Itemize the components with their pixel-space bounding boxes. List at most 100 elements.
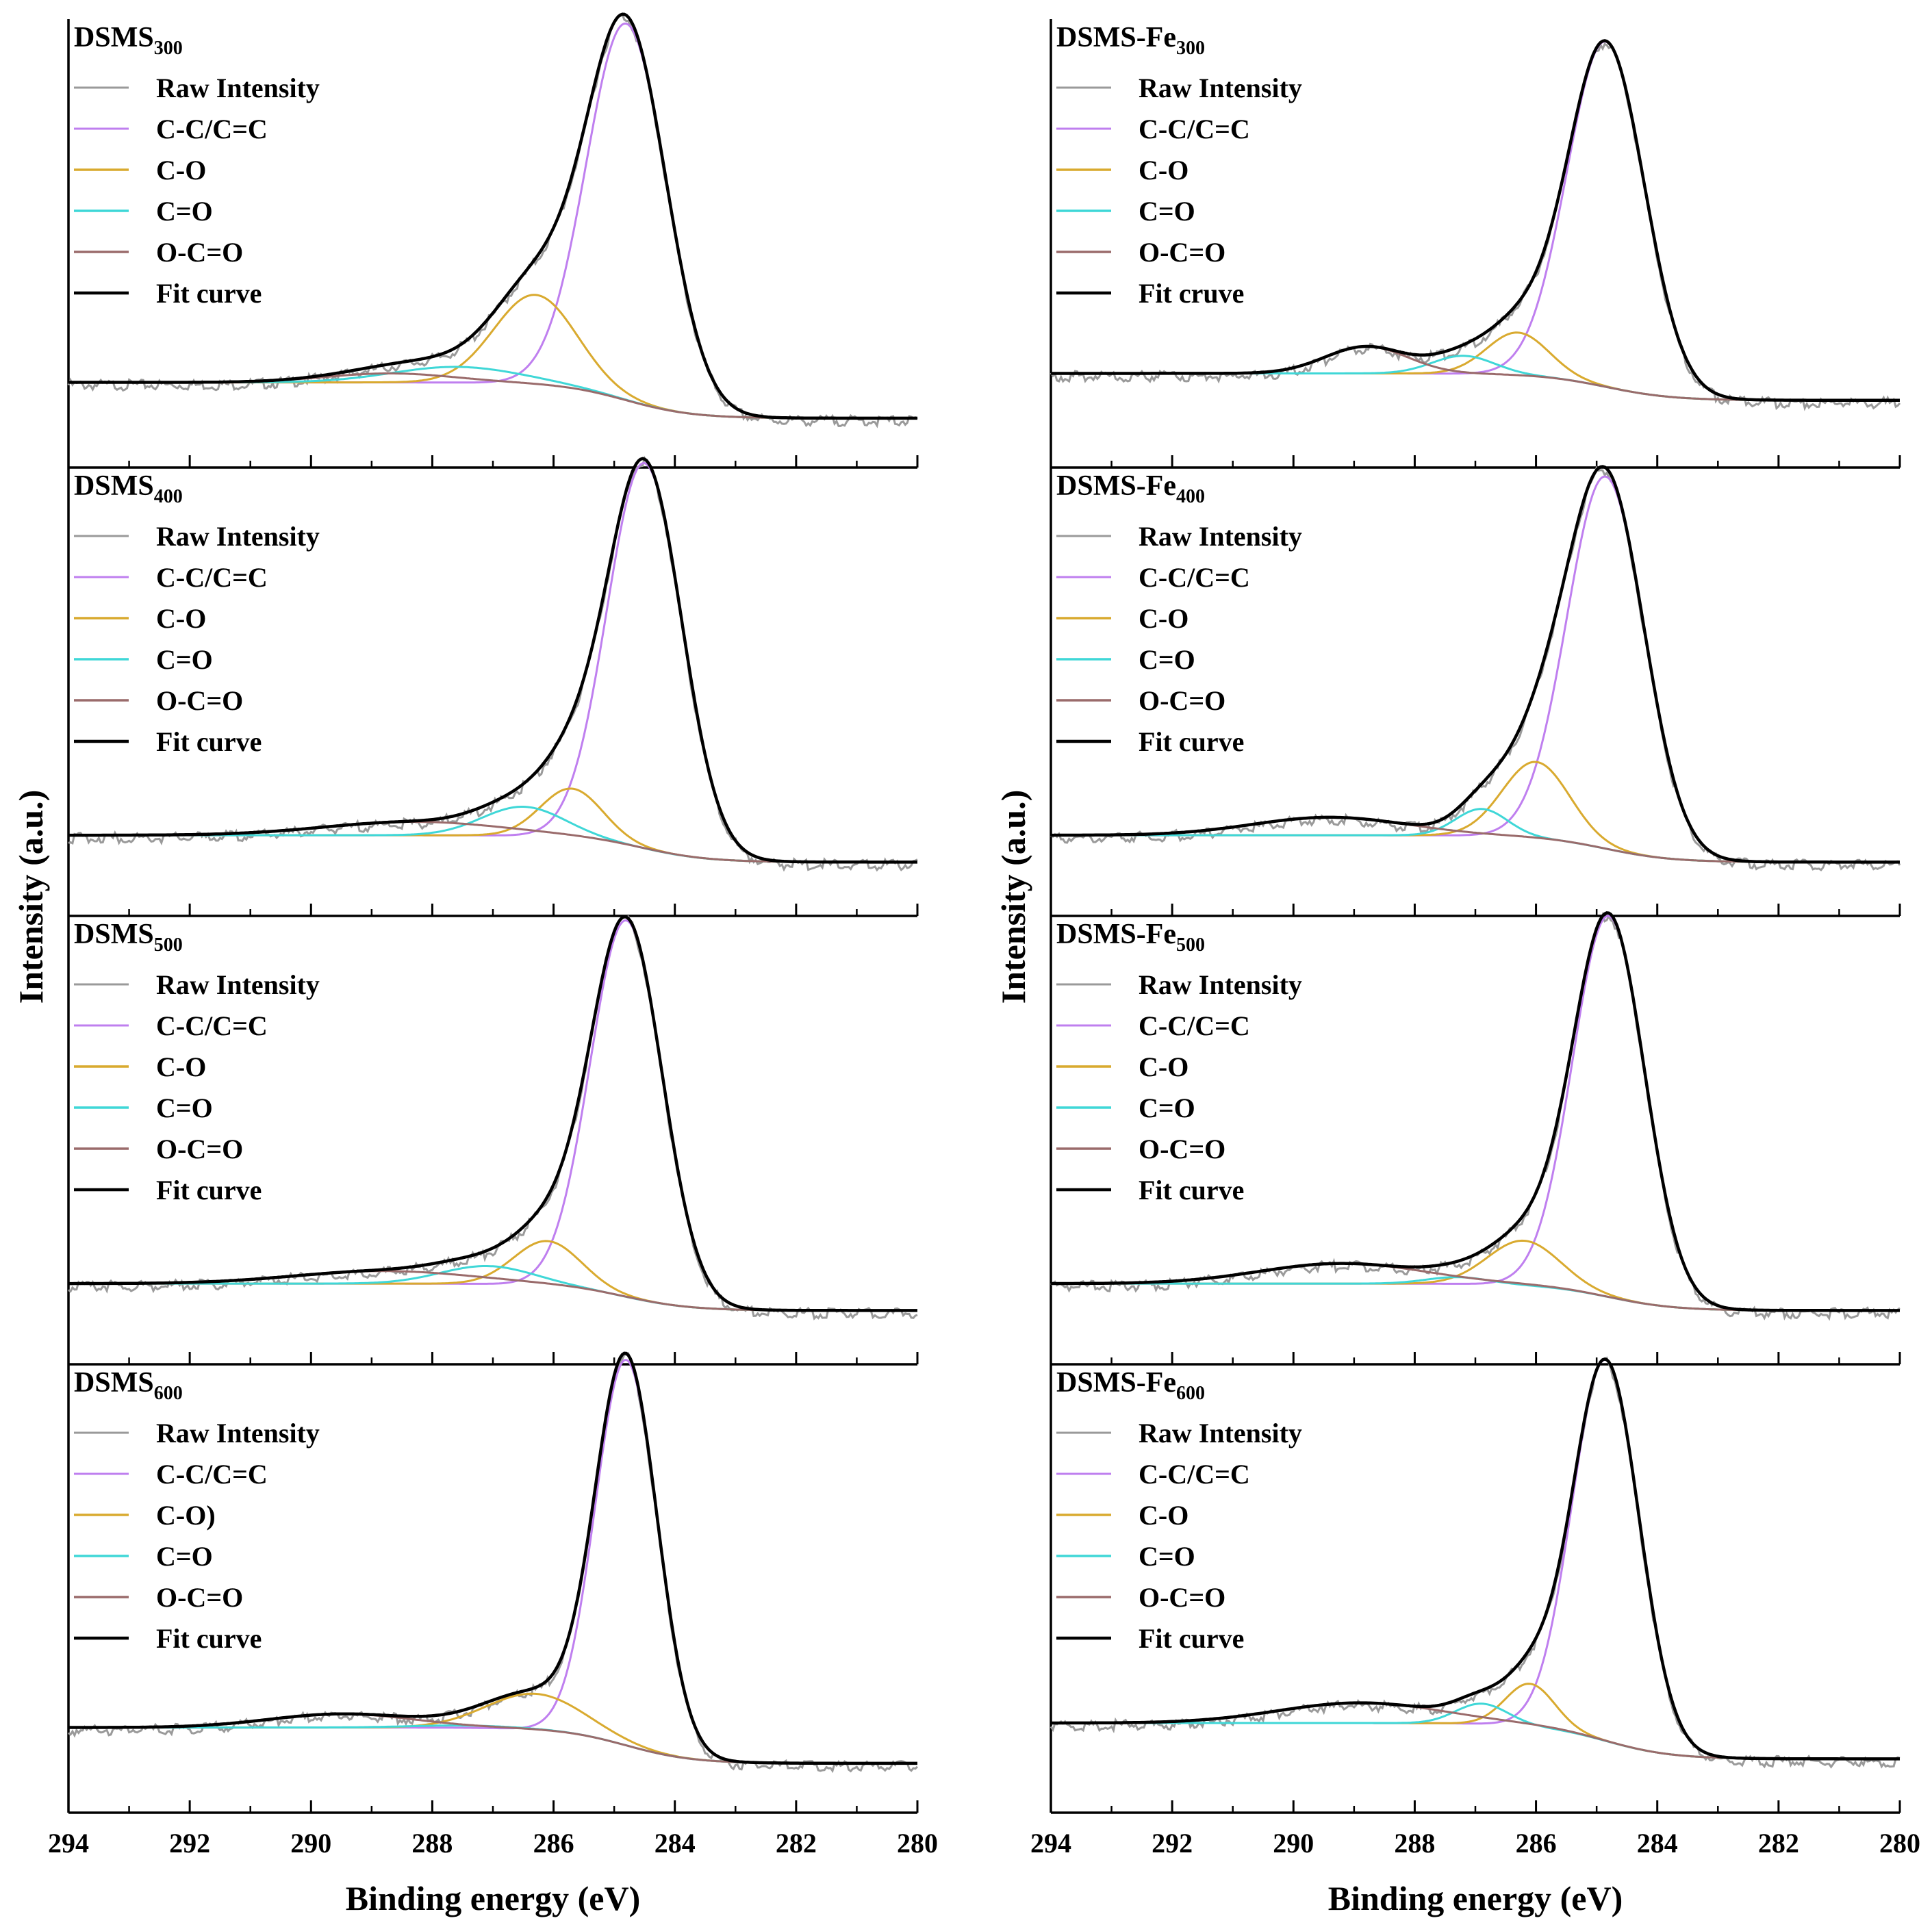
legend-label: C=O xyxy=(156,1541,213,1572)
legend-label: C-C/C=C xyxy=(156,562,268,593)
co-series-line xyxy=(1051,1239,1900,1312)
x-tick-label: 292 xyxy=(1152,1828,1193,1859)
legend-label: Raw Intensity xyxy=(156,1418,320,1449)
x-tick-label: 294 xyxy=(48,1828,89,1859)
panel-title-subscript: 300 xyxy=(1176,38,1205,59)
panel-title: DSMS500 xyxy=(74,919,183,956)
fit-curve-series-line xyxy=(1051,1357,1900,1761)
x-tick-label: 286 xyxy=(533,1828,574,1859)
legend-label: C=O xyxy=(1139,644,1195,675)
legend-label: C-C/C=C xyxy=(1139,114,1250,144)
legend-label: C-C/C=C xyxy=(156,1010,268,1041)
legend-label: Raw Intensity xyxy=(1139,521,1302,552)
c-double-o-series-line xyxy=(68,366,917,420)
panel-title-subscript: 500 xyxy=(1176,934,1205,956)
co-series-line xyxy=(1051,331,1900,402)
x-tick-label: 288 xyxy=(411,1828,453,1859)
panel-title: DSMS-Fe600 xyxy=(1056,1367,1205,1404)
co-series-line xyxy=(68,1240,917,1312)
legend-label: Raw Intensity xyxy=(156,521,320,552)
panel-title-main: DSMS-Fe xyxy=(1056,470,1176,502)
panel-title-main: DSMS xyxy=(74,22,154,53)
y-axis-label-left: Intensity (a.u.) xyxy=(12,790,50,1004)
legend-label: Fit curve xyxy=(1139,1175,1244,1205)
oco-series-line xyxy=(1051,1262,1900,1312)
panel-title-subscript: 400 xyxy=(154,486,183,507)
legend-label: Raw Intensity xyxy=(156,73,320,103)
oco-series-line xyxy=(68,1713,917,1765)
panel-title-main: DSMS-Fe xyxy=(1056,22,1176,53)
x-tick-label: 282 xyxy=(1758,1828,1799,1859)
panel-dsms-600: DSMS600 Raw Intensity C-C/C=C C-O) C=O O-C=O F… xyxy=(48,1351,938,1859)
legend-label: Fit curve xyxy=(1139,726,1244,757)
fit-curve-series-line xyxy=(1051,911,1900,1312)
panel-title-main: DSMS xyxy=(74,470,154,502)
legend-label: Raw Intensity xyxy=(156,969,320,1000)
c-double-o-series-line xyxy=(1051,1702,1900,1760)
x-tick-label: 284 xyxy=(1637,1828,1678,1859)
legend-label: O-C=O xyxy=(156,685,243,716)
oco-series-line xyxy=(68,821,917,863)
x-tick-label: 292 xyxy=(169,1828,210,1859)
legend-label: C=O xyxy=(1139,1541,1195,1572)
panel-title: DSMS600 xyxy=(74,1367,183,1404)
panel-dsms-fe-400: DSMS-Fe400 Raw Intensity C-C/C=C C-O C=O O-C=… xyxy=(1050,465,1901,917)
x-tick-label: 280 xyxy=(897,1828,938,1859)
legend-label: C-C/C=C xyxy=(156,1459,268,1490)
legend-label: Fit curve xyxy=(156,1175,262,1205)
legend-label: Raw Intensity xyxy=(1139,73,1302,103)
legend-label: C-O xyxy=(156,1051,206,1082)
legend-label: C-O xyxy=(1139,603,1189,634)
legend-label: C-O) xyxy=(156,1500,216,1531)
panel-title: DSMS400 xyxy=(74,470,183,507)
legend-label: C-O xyxy=(156,603,206,634)
legend-label: Raw Intensity xyxy=(1139,969,1302,1000)
oco-series-line xyxy=(1051,1702,1900,1760)
panel-title: DSMS300 xyxy=(74,22,183,59)
legend-label: C=O xyxy=(156,1093,213,1123)
panel-dsms-fe-600: DSMS-Fe600 Raw Intensity C-C/C=C C-O C=O O-C=… xyxy=(1030,1356,1920,1859)
legend-label: Fit curve xyxy=(156,1623,262,1654)
oco-series-line xyxy=(1051,816,1900,863)
fit-curve-series-line xyxy=(68,12,917,420)
panel-title-subscript: 600 xyxy=(1176,1383,1205,1404)
oco-series-line xyxy=(68,372,917,420)
co-series-line xyxy=(1051,761,1900,863)
panel-title-main: DSMS-Fe xyxy=(1056,919,1176,950)
legend-label: Fit curve xyxy=(1139,1623,1244,1654)
raw-intensity-series-line xyxy=(1050,42,1901,411)
x-tick-label: 286 xyxy=(1516,1828,1557,1859)
legend-label: O-C=O xyxy=(156,237,243,268)
x-tick-label: 290 xyxy=(290,1828,331,1859)
fit-curve-series-line xyxy=(68,1351,917,1765)
panel-dsms-400: DSMS400 Raw Intensity C-C/C=C C-O C=O O-C=O Fi… xyxy=(67,455,919,917)
panel-dsms-fe-500: DSMS-Fe500 Raw Intensity C-C/C=C C-O C=O O-C=… xyxy=(1050,911,1901,1366)
x-tick-label: 294 xyxy=(1030,1828,1071,1859)
fit-curve-series-line xyxy=(1051,465,1900,864)
panel-title: DSMS-Fe300 xyxy=(1056,22,1205,59)
x-axis-label-left: Binding energy (eV) xyxy=(346,1879,641,1917)
legend-label: C-O xyxy=(156,155,206,186)
legend-label: Raw Intensity xyxy=(1139,1418,1302,1449)
legend-label: C-C/C=C xyxy=(1139,1459,1250,1490)
x-tick-label: 284 xyxy=(654,1828,696,1859)
legend-label: C=O xyxy=(156,644,213,675)
x-tick-label: 282 xyxy=(776,1828,817,1859)
legend-label: C=O xyxy=(1139,1093,1195,1123)
legend-label: Fit curve xyxy=(156,278,262,309)
legend-label: C-O xyxy=(1139,1051,1189,1082)
legend-label: O-C=O xyxy=(1139,1582,1225,1613)
panel-dsms-300: DSMS300 Raw Intensity C-C/C=C C-O C=O O-C=O Fi… xyxy=(67,12,919,469)
legend-label: O-C=O xyxy=(1139,685,1225,716)
legend-label: C-C/C=C xyxy=(1139,562,1250,593)
fit-curve-series-line xyxy=(68,457,917,864)
panel-title-main: DSMS xyxy=(74,919,154,950)
panel-title-subscript: 400 xyxy=(1176,486,1205,507)
panel-dsms-fe-300: DSMS-Fe300 Raw Intensity C-C/C=C C-O C=O O-C=… xyxy=(1050,19,1901,469)
legend-label: C-C/C=C xyxy=(156,114,268,144)
legend-label: O-C=O xyxy=(1139,1134,1225,1164)
x-tick-label: 288 xyxy=(1394,1828,1435,1859)
legend-label: O-C=O xyxy=(156,1582,243,1613)
x-axis-label-right: Binding energy (eV) xyxy=(1328,1879,1623,1917)
legend-label: Fit cruve xyxy=(1139,278,1244,309)
